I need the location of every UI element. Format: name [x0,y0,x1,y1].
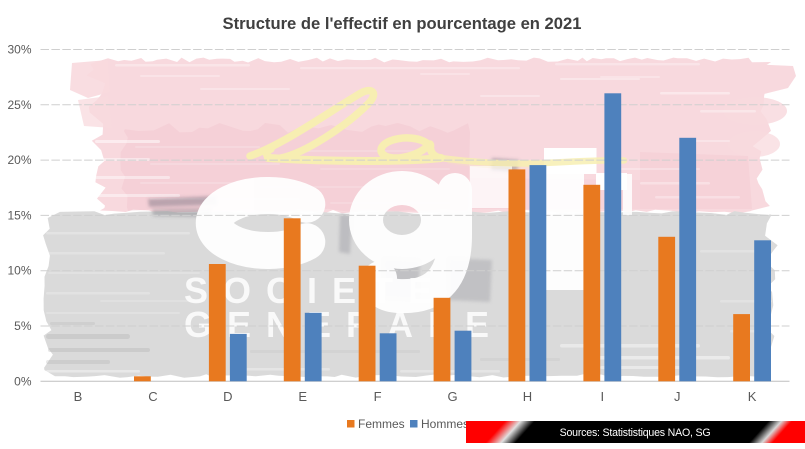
svg-text:I: I [600,389,604,404]
svg-text:F: F [374,389,382,404]
svg-text:D: D [223,389,232,404]
svg-text:H: H [523,389,532,404]
svg-text:Structure de l'effectif en pou: Structure de l'effectif en pourcentage e… [223,14,582,33]
svg-text:15%: 15% [7,208,31,222]
svg-text:C: C [148,389,157,404]
svg-text:E: E [298,389,307,404]
svg-text:K: K [748,389,757,404]
svg-text:5%: 5% [14,319,32,333]
svg-text:25%: 25% [7,98,31,112]
svg-text:Femmes: Femmes [358,417,405,431]
svg-text:Sources: Statististiques NAO,: Sources: Statististiques NAO, SG [560,427,711,439]
svg-text:10%: 10% [7,264,31,278]
svg-text:30%: 30% [7,43,31,57]
svg-text:G: G [447,389,457,404]
svg-text:0%: 0% [14,374,32,388]
svg-text:Hommes: Hommes [421,417,469,431]
svg-text:B: B [74,389,83,404]
svg-text:20%: 20% [7,153,31,167]
svg-text:J: J [674,389,681,404]
